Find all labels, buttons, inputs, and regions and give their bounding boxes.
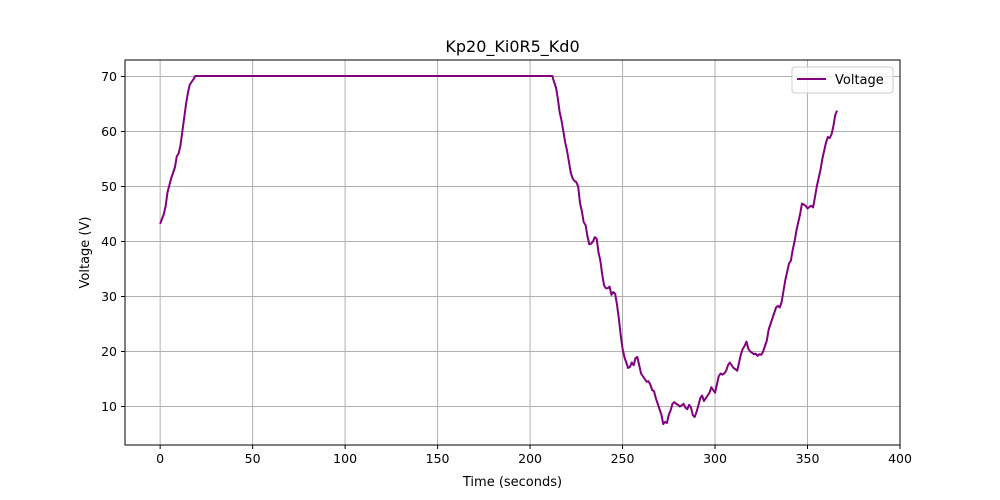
x-tick-label: 150 bbox=[426, 451, 450, 466]
y-tick-label: 10 bbox=[101, 399, 117, 414]
x-tick-label: 50 bbox=[245, 451, 261, 466]
y-tick-label: 60 bbox=[101, 124, 117, 139]
x-tick-label: 100 bbox=[333, 451, 357, 466]
y-tick-label: 30 bbox=[101, 289, 117, 304]
chart-title: Kp20_Ki0R5_Kd0 bbox=[445, 37, 579, 57]
x-tick-label: 350 bbox=[796, 451, 820, 466]
y-axis-label: Voltage (V) bbox=[78, 217, 93, 289]
x-tick-label: 0 bbox=[156, 451, 164, 466]
x-tick-label: 300 bbox=[703, 451, 727, 466]
x-tick-label: 200 bbox=[518, 451, 542, 466]
x-tick-label: 400 bbox=[888, 451, 912, 466]
legend-box bbox=[791, 66, 894, 94]
y-tick-label: 20 bbox=[101, 344, 117, 359]
legend-label: Voltage bbox=[835, 73, 884, 88]
axes-frame bbox=[124, 59, 901, 446]
y-tick-label: 70 bbox=[101, 69, 117, 84]
series-line-voltage bbox=[159, 74, 839, 426]
y-tick-label: 40 bbox=[101, 234, 117, 249]
series-layer bbox=[159, 74, 839, 426]
y-tick-label: 50 bbox=[101, 179, 117, 194]
tick-layer: 0 50 100 150 200 250 300 350 400 10 20 30 40 50 60 70 bbox=[101, 69, 912, 466]
x-tick-label: 250 bbox=[611, 451, 635, 466]
legend: Voltage bbox=[791, 66, 894, 94]
x-axis-label: Time (seconds) bbox=[462, 475, 562, 490]
